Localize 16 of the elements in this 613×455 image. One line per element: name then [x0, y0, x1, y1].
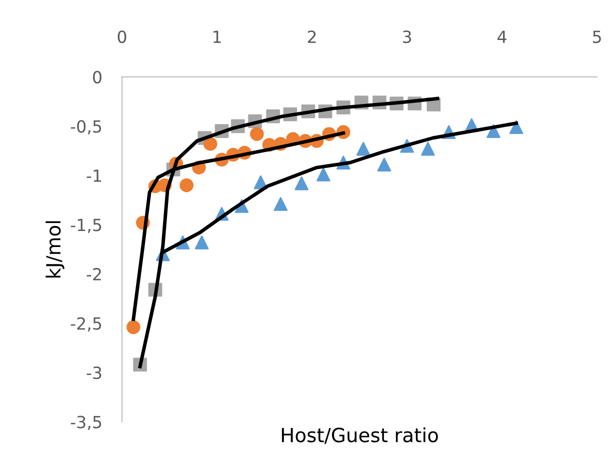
y-tick-label: -3 [86, 366, 102, 380]
y-tick-label: -2,5 [70, 317, 102, 332]
x-tick-label: 0 [118, 30, 126, 44]
x-tick-label: 2 [308, 30, 316, 43]
y-tick-label: 0 [93, 70, 102, 84]
y-axis-title: kJ/mol [46, 221, 64, 278]
x-tick-label: 3 [403, 30, 411, 44]
x-tick-label: 1 [214, 30, 221, 43]
x-tick-label: 4 [498, 30, 506, 43]
x-tick-label: 5 [593, 30, 601, 44]
y-tick-label: -3,5 [70, 416, 102, 430]
x-axis-title: Host/Guest ratio [282, 427, 438, 444]
y-tick-label: -2 [86, 268, 101, 280]
y-tick-label: -1,5 [70, 218, 102, 233]
y-tick-label: -1 [86, 170, 102, 182]
y-tick-label: -0,5 [70, 120, 102, 134]
